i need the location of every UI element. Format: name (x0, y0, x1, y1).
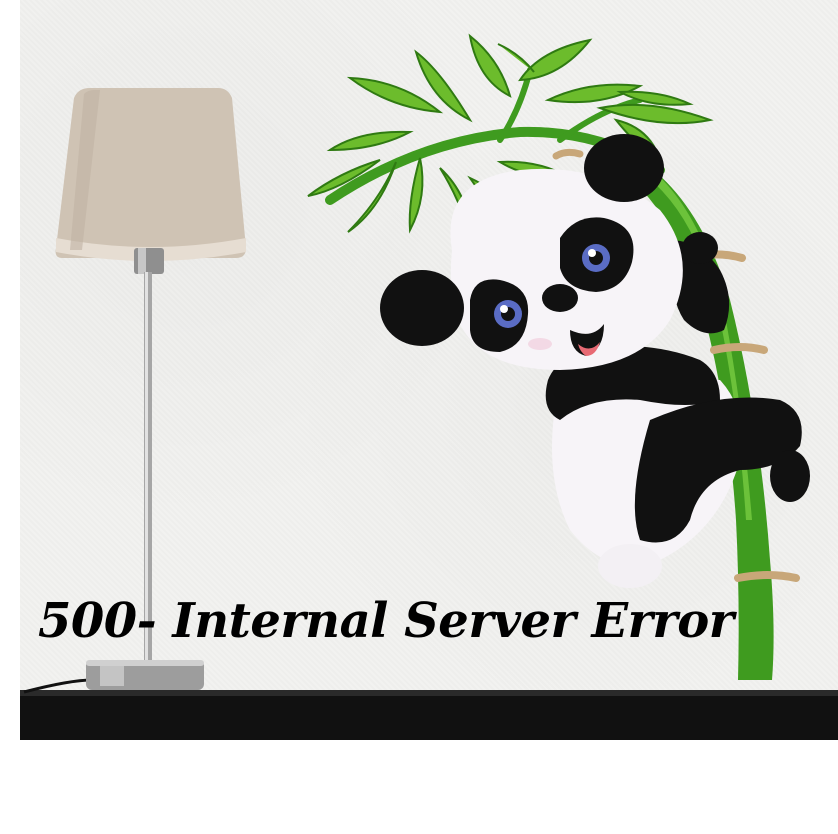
bamboo-icon (307, 33, 800, 680)
table-lamp-icon (55, 88, 246, 690)
error-title: 500- Internal Server Error (38, 593, 734, 649)
shelf-icon (20, 678, 838, 740)
panda-icon (380, 134, 810, 588)
